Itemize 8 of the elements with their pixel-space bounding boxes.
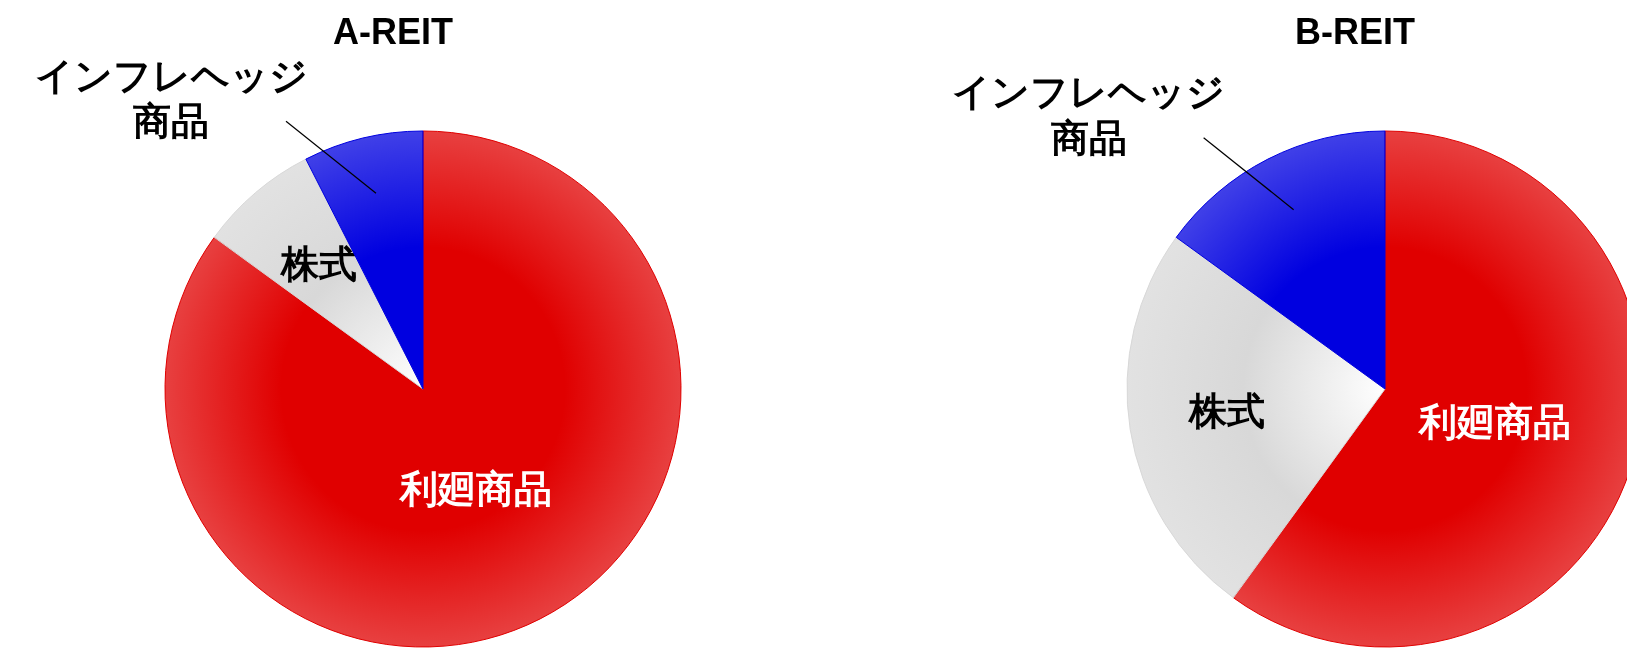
chart-title: B-REIT bbox=[1295, 11, 1415, 52]
slice-label: 利廻商品 bbox=[397, 468, 552, 511]
chart-title: A-REIT bbox=[333, 11, 453, 52]
slice-label: インフレヘッジ商品 bbox=[34, 54, 308, 143]
slice-label: インフレヘッジ商品 bbox=[952, 70, 1226, 159]
slice-label: 株式 bbox=[279, 243, 358, 286]
slice-label: 利廻商品 bbox=[1417, 400, 1572, 443]
slice-label: 株式 bbox=[1187, 390, 1266, 433]
